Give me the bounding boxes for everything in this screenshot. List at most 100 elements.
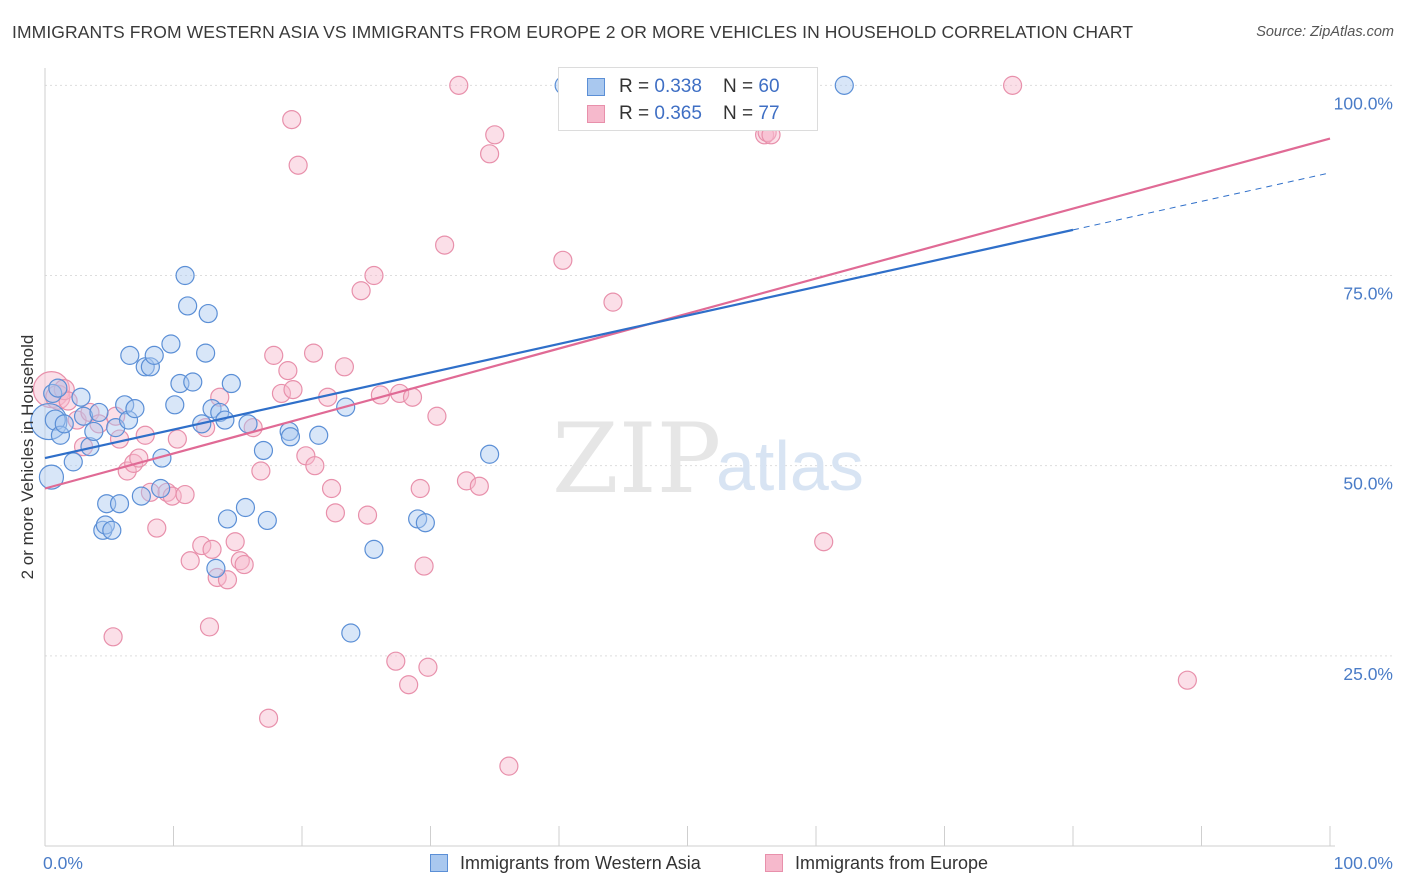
point-western-asia: [217, 509, 238, 529]
point-western-asia: [257, 510, 277, 531]
legend-r-value: 0.365: [654, 103, 702, 124]
point-europe: [199, 617, 220, 637]
point-western-asia: [125, 399, 145, 419]
point-europe: [258, 708, 279, 728]
point-europe: [499, 756, 519, 776]
point-western-asia: [63, 452, 83, 472]
source-credit: Source: ZipAtlas.com: [1256, 24, 1394, 40]
point-western-asia: [131, 486, 151, 506]
point-western-asia: [480, 444, 500, 464]
point-europe: [303, 343, 324, 363]
point-europe: [603, 292, 623, 312]
legend-swatch-western-asia: [430, 854, 448, 872]
point-europe: [53, 379, 75, 401]
point-western-asia: [140, 357, 160, 377]
point-europe: [234, 554, 254, 575]
point-europe: [364, 265, 384, 286]
y-tick-label: 100.0%: [1334, 93, 1393, 113]
point-western-asia: [341, 623, 361, 643]
point-europe: [1177, 670, 1197, 690]
point-western-asia: [206, 558, 226, 578]
point-europe: [217, 570, 238, 590]
point-europe: [553, 250, 573, 270]
point-western-asia: [48, 378, 68, 398]
point-europe: [435, 235, 455, 255]
point-europe: [180, 551, 200, 571]
point-europe: [210, 387, 230, 407]
point-europe: [414, 556, 434, 576]
legend-n-label: N =: [723, 103, 759, 124]
point-western-asia: [253, 440, 274, 461]
y-tick-label: 75.0%: [1343, 284, 1393, 304]
x-tick-label-max: 100.0%: [1334, 853, 1393, 873]
point-europe: [271, 383, 292, 404]
point-europe: [351, 281, 371, 301]
point-western-asia: [102, 520, 122, 540]
point-europe: [167, 429, 187, 449]
point-western-asia: [364, 539, 384, 559]
point-western-asia: [50, 425, 71, 445]
legend-swatch-europe: [587, 105, 605, 123]
point-europe: [418, 657, 438, 677]
point-western-asia: [178, 296, 198, 316]
legend-row-western-asia: R = 0.338 N = 60: [559, 73, 817, 101]
point-western-asia: [109, 494, 130, 514]
point-europe: [282, 109, 302, 130]
point-western-asia: [280, 427, 301, 447]
series-legend: Immigrants from Western Asia Immigrants …: [0, 852, 1406, 878]
legend-n-label: N =: [723, 76, 759, 97]
point-europe: [357, 505, 378, 525]
point-europe: [175, 484, 195, 505]
y-tick-label: 50.0%: [1343, 474, 1393, 494]
point-europe: [410, 478, 430, 499]
point-western-asia: [144, 345, 164, 365]
point-western-asia: [175, 265, 195, 286]
legend-swatch-western-asia: [587, 78, 605, 96]
series-western-asia-points: [30, 75, 854, 643]
point-europe: [103, 627, 123, 647]
point-western-asia: [834, 75, 854, 95]
trend-line-europe: [44, 137, 1331, 490]
trend-lines: [44, 137, 1331, 490]
x-tick-label-min: 0.0%: [43, 853, 83, 873]
point-western-asia: [165, 395, 185, 415]
legend-label-europe: Immigrants from Europe: [795, 853, 989, 873]
legend-r-label: R =: [619, 103, 655, 124]
point-europe: [399, 675, 419, 695]
watermark-atlas: atlas: [716, 427, 864, 505]
legend-n-value: 60: [758, 76, 780, 97]
point-western-asia: [238, 414, 258, 434]
trend-line-western-asia: [44, 228, 1074, 460]
point-western-asia: [71, 387, 91, 407]
point-western-asia: [415, 513, 435, 533]
point-europe: [334, 357, 355, 377]
point-europe: [480, 144, 500, 164]
point-europe: [305, 456, 325, 476]
point-western-asia: [161, 334, 181, 354]
point-europe: [192, 535, 212, 556]
point-europe: [230, 551, 250, 571]
watermark-zip: ZIP: [552, 403, 721, 515]
point-europe: [325, 503, 346, 523]
point-europe: [814, 532, 834, 552]
point-europe: [283, 380, 303, 400]
point-western-asia: [151, 478, 171, 499]
point-europe: [1003, 75, 1023, 95]
point-western-asia: [54, 414, 74, 434]
point-europe: [386, 651, 406, 671]
point-europe: [58, 391, 78, 411]
legend-label-western-asia: Immigrants from Western Asia: [460, 853, 701, 873]
point-europe: [288, 155, 308, 175]
trend-extension-western-asia: [1072, 172, 1331, 231]
point-western-asia: [38, 464, 65, 490]
point-western-asia: [118, 410, 139, 430]
legend-n-value: 77: [758, 103, 780, 124]
point-western-asia: [221, 373, 241, 394]
point-western-asia: [43, 383, 63, 404]
legend-row-europe: R = 0.365 N = 77: [559, 100, 817, 128]
point-europe: [321, 478, 342, 499]
point-europe: [225, 532, 245, 552]
point-western-asia: [198, 303, 218, 324]
y-tick-labels: 25.0% 50.0% 75.0% 100.0%: [1334, 93, 1393, 683]
